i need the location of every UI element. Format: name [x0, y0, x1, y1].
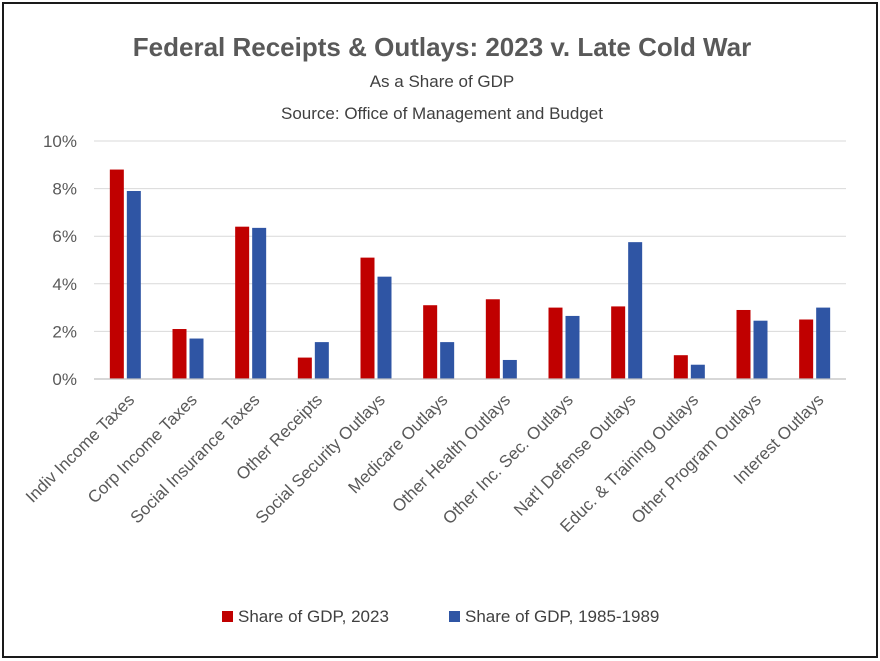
bar-1985-1989 — [565, 315, 580, 379]
x-tick-label: Corp Income Taxes — [84, 390, 201, 507]
bar-1985-1989 — [502, 359, 517, 379]
chart-title: Federal Receipts & Outlays: 2023 v. Late… — [133, 32, 751, 62]
bar-2023 — [423, 305, 438, 379]
legend-swatch-2023 — [222, 611, 233, 622]
bar-1985-1989 — [816, 307, 831, 379]
bar-1985-1989 — [126, 190, 141, 379]
gridlines — [94, 140, 846, 332]
legend-swatch-1985-1989 — [449, 611, 460, 622]
bar-2023 — [172, 329, 187, 379]
legend-label-1985-1989: Share of GDP, 1985-1989 — [465, 607, 659, 626]
bar-1985-1989 — [377, 276, 392, 379]
legend-label-2023: Share of GDP, 2023 — [238, 607, 389, 626]
chart-subtitle: As a Share of GDP — [370, 72, 515, 91]
bar-1985-1989 — [753, 320, 768, 379]
bar-1985-1989 — [690, 364, 705, 379]
bar-1985-1989 — [252, 227, 267, 379]
bar-2023 — [360, 257, 375, 379]
x-tick-label: Other Health Outlays — [388, 390, 514, 516]
bar-2023 — [611, 306, 626, 379]
bar-chart: Federal Receipts & Outlays: 2023 v. Late… — [22, 32, 846, 626]
bar-2023 — [548, 307, 563, 379]
bars — [109, 169, 831, 379]
x-tick-label: Nat'l Defense Outlays — [510, 390, 639, 519]
y-tick-label: 6% — [52, 227, 77, 246]
bar-1985-1989 — [314, 342, 329, 379]
bar-2023 — [297, 357, 312, 379]
x-tick-label: Indiv Income Taxes — [22, 390, 138, 506]
y-axis: 0% 2% 4% 6% 8% 10% — [43, 132, 77, 389]
bar-1985-1989 — [628, 242, 643, 379]
y-tick-label: 8% — [52, 180, 77, 199]
bar-1985-1989 — [440, 342, 455, 379]
bar-1985-1989 — [189, 338, 204, 379]
bar-2023 — [736, 309, 751, 379]
y-tick-label: 2% — [52, 322, 77, 341]
bar-2023 — [799, 319, 814, 379]
bar-2023 — [109, 169, 124, 379]
chart-source: Source: Office of Management and Budget — [281, 104, 603, 123]
legend: Share of GDP, 2023 Share of GDP, 1985-19… — [222, 607, 659, 626]
y-tick-label: 4% — [52, 275, 77, 294]
bar-2023 — [485, 299, 500, 379]
bar-2023 — [673, 355, 688, 379]
y-tick-label: 0% — [52, 370, 77, 389]
y-tick-label: 10% — [43, 132, 77, 151]
bar-2023 — [235, 226, 250, 379]
